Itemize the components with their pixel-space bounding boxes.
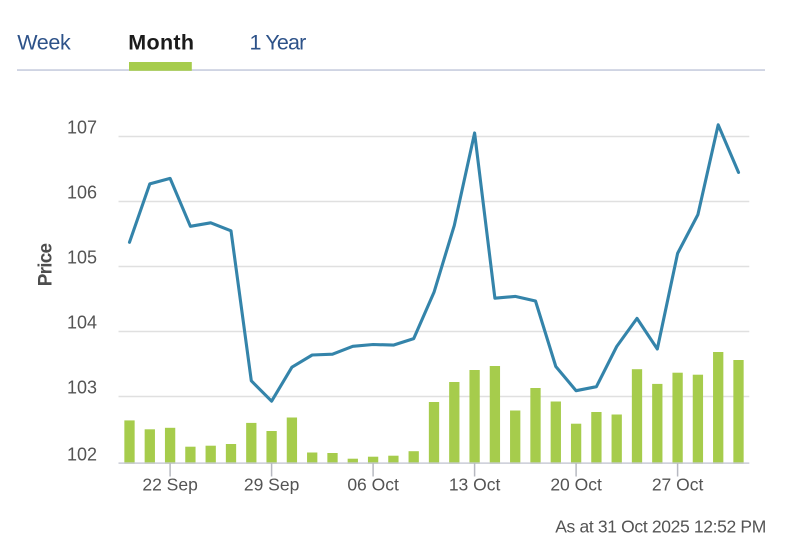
svg-text:As at 31 Oct 2025 12:52 PM: As at 31 Oct 2025 12:52 PM xyxy=(555,516,766,536)
svg-text:Week: Week xyxy=(17,31,71,55)
svg-text:13 Oct: 13 Oct xyxy=(449,475,501,495)
svg-text:06 Oct: 06 Oct xyxy=(347,475,399,495)
svg-text:1 Year: 1 Year xyxy=(250,31,307,55)
svg-text:29 Sep: 29 Sep xyxy=(244,475,299,495)
svg-text:22 Sep: 22 Sep xyxy=(142,475,197,495)
svg-text:Month: Month xyxy=(128,31,194,55)
svg-text:107: 107 xyxy=(67,118,97,138)
svg-text:20 Oct: 20 Oct xyxy=(550,475,602,495)
svg-text:103: 103 xyxy=(67,378,97,398)
svg-text:104: 104 xyxy=(67,313,97,333)
svg-text:27 Oct: 27 Oct xyxy=(652,475,704,495)
svg-text:105: 105 xyxy=(67,248,97,268)
svg-text:106: 106 xyxy=(67,183,97,203)
svg-text:Price: Price xyxy=(36,244,57,287)
svg-text:102: 102 xyxy=(67,445,97,465)
